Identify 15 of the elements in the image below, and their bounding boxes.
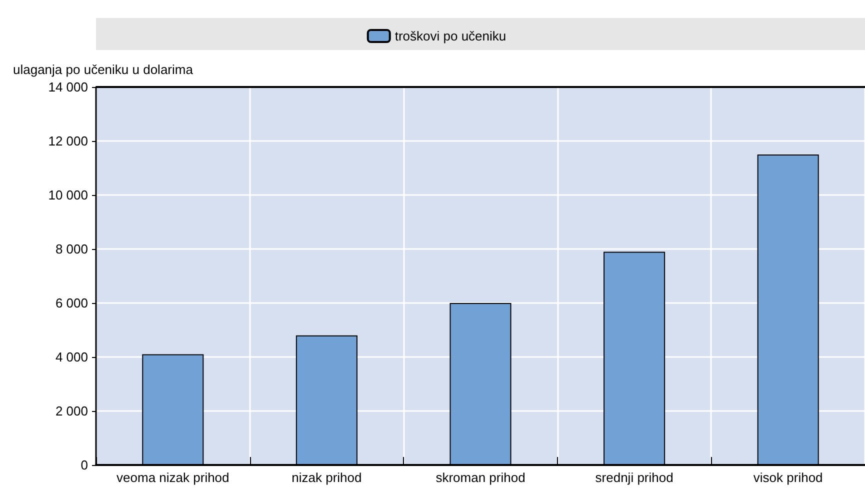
y-tick-label: 12 000 bbox=[48, 134, 88, 148]
legend-label: troškovi po učeniku bbox=[394, 28, 506, 44]
y-tick-label: 0 bbox=[80, 458, 88, 472]
x-tick-label: nizak prihod bbox=[292, 470, 362, 485]
y-tick-label: 4 000 bbox=[55, 350, 88, 364]
y-tick-label: 2 000 bbox=[55, 404, 88, 418]
y-tick-label: 6 000 bbox=[55, 296, 88, 310]
x-tick-label: veoma nizak prihod bbox=[116, 470, 230, 485]
x-tick-label: skroman prihod bbox=[436, 470, 526, 485]
y-axis-title: ulaganja po učeniku u dolarima bbox=[13, 62, 194, 77]
x-tick-label: visok prihod bbox=[753, 470, 823, 485]
x-tick-label: srednji prihod bbox=[595, 470, 674, 485]
y-tick-label: 14 000 bbox=[48, 80, 88, 94]
y-tick-label: 10 000 bbox=[48, 188, 88, 202]
y-tick-label: 8 000 bbox=[55, 242, 88, 256]
